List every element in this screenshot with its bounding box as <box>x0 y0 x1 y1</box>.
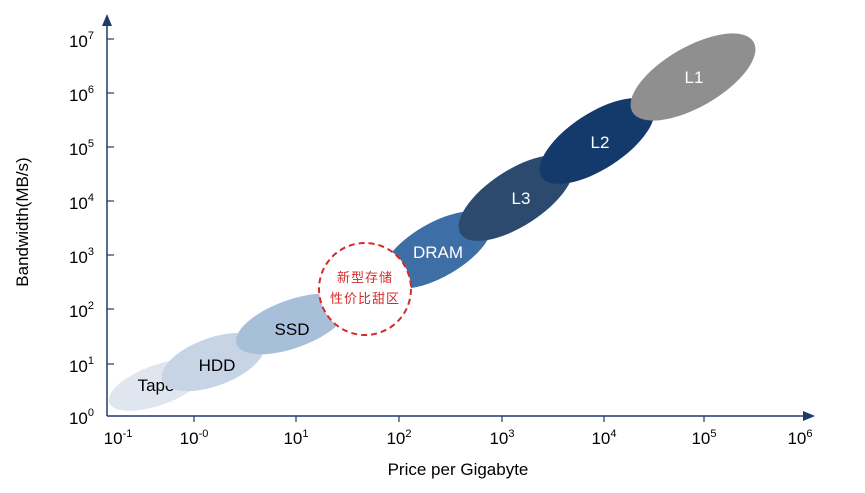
tier-ellipse-ssd <box>235 293 349 355</box>
x-tick-label: 104 <box>591 428 616 448</box>
x-tick-label: 102 <box>386 428 411 448</box>
y-tick-label: 101 <box>69 355 94 376</box>
y-tick-label: 104 <box>69 192 94 213</box>
y-tick-label: 106 <box>69 84 94 105</box>
x-tick-label: 106 <box>787 428 812 448</box>
x-tick-label: 10-0 <box>180 428 209 448</box>
tier-label-hdd: HDD <box>199 356 236 375</box>
sweet-spot-label-line: 新型存储 <box>337 270 393 286</box>
y-tick-label: 105 <box>69 138 94 159</box>
y-tick-label: 102 <box>69 300 94 321</box>
axes-layer: 10-1 10-0 101 102 103 104 105 106 100 101 102 103 10… <box>69 14 815 448</box>
x-tick-label: 105 <box>691 428 716 448</box>
tier-label-l3: L3 <box>512 189 531 208</box>
x-tick-label: 101 <box>283 428 308 448</box>
tier-ellipse-l1 <box>630 33 756 121</box>
y-axis-title: Bandwidth(MB/s) <box>13 157 32 286</box>
tier-label-l2: L2 <box>591 133 610 152</box>
y-tick-label: 103 <box>69 246 94 267</box>
y-axis-arrow <box>102 14 112 26</box>
x-tick-label: 103 <box>489 428 514 448</box>
y-tick-label: 100 <box>69 407 94 428</box>
sweet-spot-dashed-circle <box>318 242 412 336</box>
tier-label-dram: DRAM <box>413 243 463 262</box>
y-tick-label: 107 <box>69 30 94 51</box>
x-axis-arrow <box>803 411 815 421</box>
tier-label-ssd: SSD <box>275 320 310 339</box>
sweet-spot-label-line: 性价比甜区 <box>330 291 400 307</box>
x-axis-title: Price per Gigabyte <box>388 460 529 479</box>
tier-label-l1: L1 <box>685 68 704 87</box>
x-tick-label: 10-1 <box>104 428 133 448</box>
tier-ellipse-l2 <box>539 98 655 184</box>
